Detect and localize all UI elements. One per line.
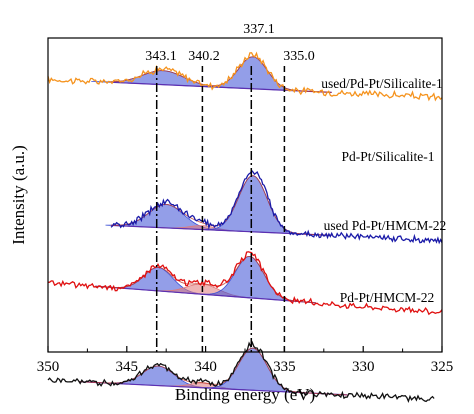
peak-label-335.0: 335.0 xyxy=(283,49,315,64)
fit-baseline-3 xyxy=(95,285,316,304)
peak-label-343.1: 343.1 xyxy=(145,49,177,64)
reference-lines: 343.1 340.2 337.1 335.0 xyxy=(145,22,315,352)
spectra-lines xyxy=(47,51,443,404)
x-tick-label-350: 350 xyxy=(37,359,60,375)
peak-label-337.1: 337.1 xyxy=(243,22,275,37)
fit-envelope-3 xyxy=(95,255,316,304)
series-labels: used/Pd-Pt/Silicalite-1 Pd-Pt/Silicalite-… xyxy=(321,76,446,305)
spectrum-line-4 xyxy=(47,340,435,404)
series-label-4: Pd-Pt/HMCM-22 xyxy=(340,290,435,305)
series-label-3: used Pd-Pt/HMCM-22 xyxy=(324,218,447,233)
x-tick-label-335: 335 xyxy=(273,359,296,375)
fit-baseline-2 xyxy=(110,224,332,236)
spectrum-line-1 xyxy=(47,51,443,102)
spectrum-line-2 xyxy=(110,169,443,245)
series-label-2: Pd-Pt/Silicalite-1 xyxy=(342,149,435,164)
x-tick-label-345: 345 xyxy=(116,359,139,375)
x-tick-label-325: 325 xyxy=(431,359,454,375)
x-tick-label-340: 340 xyxy=(194,359,217,375)
series-label-1: used/Pd-Pt/Silicalite-1 xyxy=(321,76,443,91)
x-axis-title: Binding energy (eV) xyxy=(175,385,315,404)
x-tick-label-330: 330 xyxy=(352,359,375,375)
x-axis-ticks: 350 345 340 335 330 325 xyxy=(37,346,454,375)
spectrum-line-3 xyxy=(47,251,443,316)
peak-label-340.2: 340.2 xyxy=(188,49,220,64)
y-axis-title: Intensity (a.u.) xyxy=(9,145,28,245)
